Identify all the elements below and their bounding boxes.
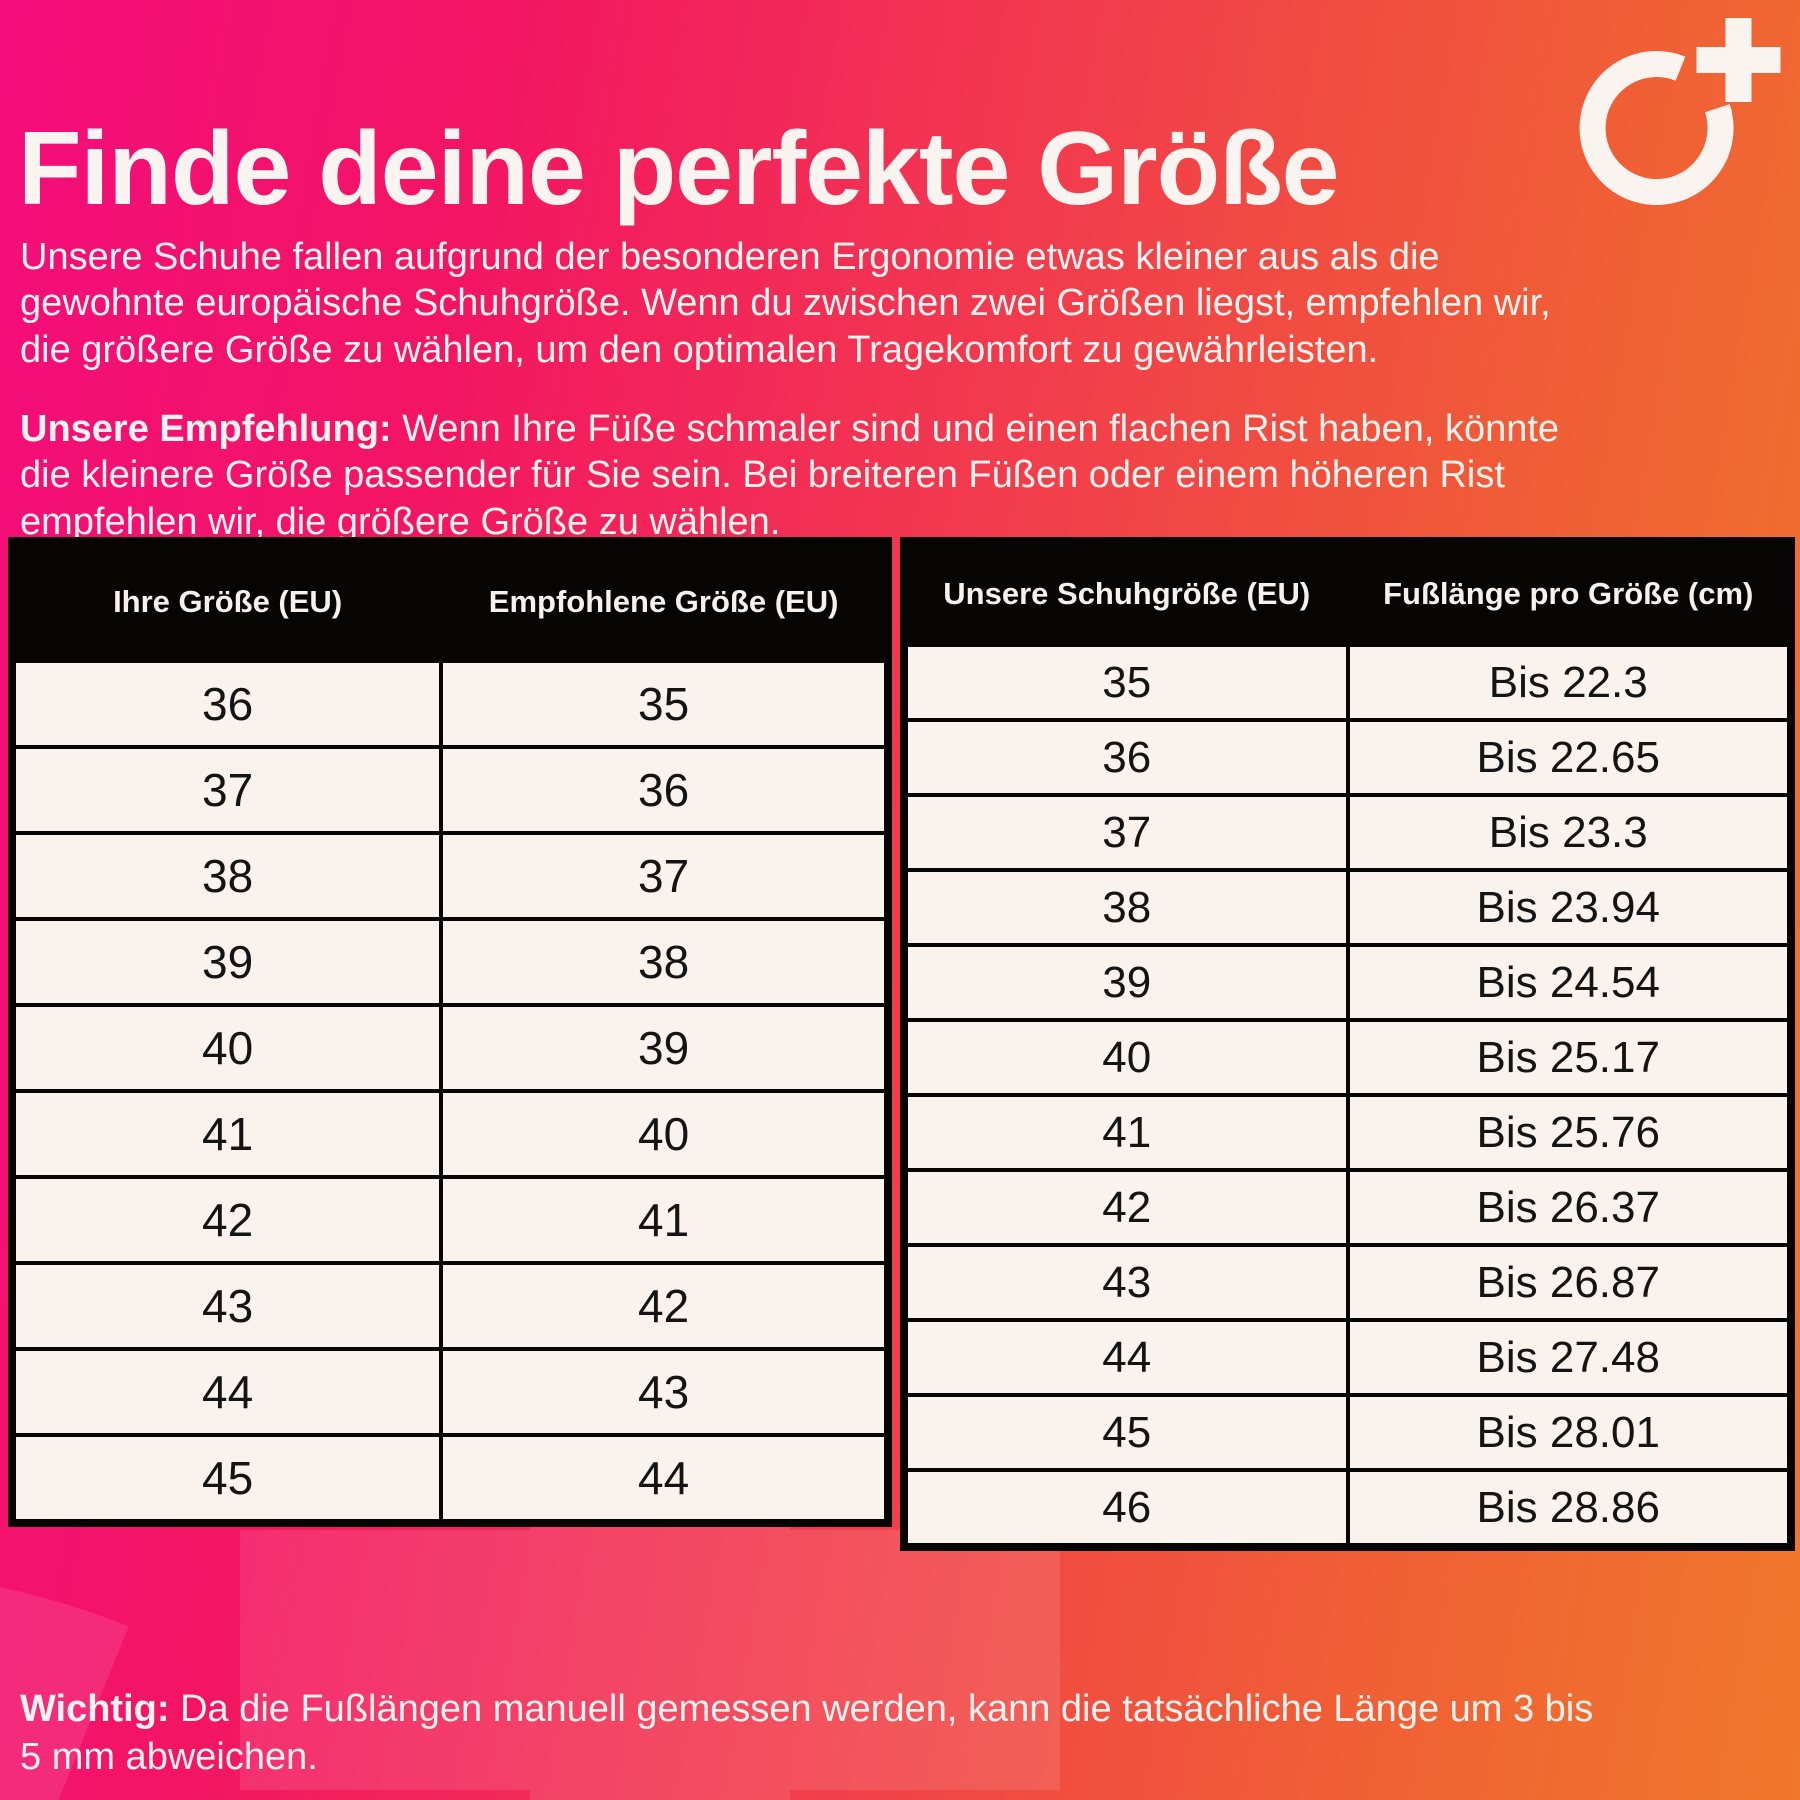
table-cell: 44 [439, 1433, 890, 1525]
table-cell: 43 [439, 1347, 890, 1437]
recommendation-label: Unsere Empfehlung: [20, 408, 392, 450]
table-cell: 45 [9, 1433, 444, 1525]
table-row: 37 36 [9, 745, 890, 835]
table-cell: 43 [902, 1243, 1350, 1322]
table-cell: 40 [9, 1003, 444, 1093]
table-row: 41 Bis 25.76 [902, 1093, 1793, 1172]
table-row: 43 Bis 26.87 [902, 1243, 1793, 1322]
table-header-row: Unsere Schuhgröße (EU) Fußlänge pro Größe… [902, 539, 1793, 647]
table-cell: Bis 26.37 [1345, 1168, 1793, 1247]
table-cell: Bis 22.3 [1345, 643, 1793, 722]
column-header: Unsere Schuhgröße (EU) [902, 539, 1350, 647]
table-row: 45 Bis 28.01 [902, 1393, 1793, 1472]
table-cell: Bis 25.76 [1345, 1093, 1793, 1172]
table-cell: 39 [439, 1003, 890, 1093]
table-cell: 39 [902, 943, 1350, 1022]
table-cell: 43 [9, 1261, 444, 1351]
table-cell: Bis 26.87 [1345, 1243, 1793, 1322]
table-row: 44 43 [9, 1347, 890, 1437]
table-cell: Bis 25.17 [1345, 1018, 1793, 1097]
table-row: 39 Bis 24.54 [902, 943, 1793, 1022]
table-cell: 42 [9, 1175, 444, 1265]
table-cell: 35 [439, 659, 890, 749]
table-cell: 36 [902, 718, 1350, 797]
table-cell: 38 [439, 917, 890, 1007]
table-header-row: Ihre Größe (EU) Empfohlene Größe (EU) [9, 539, 890, 663]
table-row: 44 Bis 27.48 [902, 1318, 1793, 1397]
size-conversion-table: Ihre Größe (EU) Empfohlene Größe (EU) 36 3… [8, 537, 892, 1527]
table-cell: Bis 27.48 [1345, 1318, 1793, 1397]
column-header: Fußlänge pro Größe (cm) [1345, 539, 1793, 647]
table-cell: 42 [902, 1168, 1350, 1247]
table-row: 42 41 [9, 1175, 890, 1265]
recommendation-paragraph: Unsere Empfehlung: Wenn Ihre Füße schmal… [20, 406, 1580, 545]
footer-note: Wichtig: Da die Fußlängen manuell gemess… [20, 1686, 1620, 1781]
table-cell: Bis 23.94 [1345, 868, 1793, 947]
table-cell: 37 [439, 831, 890, 921]
table-cell: 42 [439, 1261, 890, 1351]
table-row: 36 35 [9, 659, 890, 749]
column-header: Empfohlene Größe (EU) [439, 539, 890, 663]
table-row: 35 Bis 22.3 [902, 643, 1793, 722]
table-row: 38 Bis 23.94 [902, 868, 1793, 947]
table-row: 43 42 [9, 1261, 890, 1351]
table-cell: 37 [9, 745, 444, 835]
table-cell: Bis 22.65 [1345, 718, 1793, 797]
table-cell: 46 [902, 1468, 1350, 1549]
table-row: 45 44 [9, 1433, 890, 1525]
table-cell: 40 [902, 1018, 1350, 1097]
column-header: Ihre Größe (EU) [9, 539, 444, 663]
table-row: 40 Bis 25.17 [902, 1018, 1793, 1097]
table-cell: Bis 24.54 [1345, 943, 1793, 1022]
page-title: Finde deine perfekte Größe [18, 110, 1340, 227]
table-cell: 44 [9, 1347, 444, 1437]
footer-note-label: Wichtig: [20, 1688, 170, 1730]
table-row: 46 Bis 28.86 [902, 1468, 1793, 1549]
table-row: 38 37 [9, 831, 890, 921]
table-row: 41 40 [9, 1089, 890, 1179]
table-cell: 37 [902, 793, 1350, 872]
brand-logo-circle-plus-icon [1579, 18, 1781, 206]
intro-text: Unsere Schuhe fallen aufgrund der besond… [20, 236, 1551, 371]
table-row: 37 Bis 23.3 [902, 793, 1793, 872]
table-cell: Bis 23.3 [1345, 793, 1793, 872]
table-cell: 44 [902, 1318, 1350, 1397]
table-row: 36 Bis 22.65 [902, 718, 1793, 797]
table-row: 40 39 [9, 1003, 890, 1093]
foot-length-table: Unsere Schuhgröße (EU) Fußlänge pro Größe… [900, 537, 1795, 1551]
table-row: 42 Bis 26.37 [902, 1168, 1793, 1247]
table-cell: 35 [902, 643, 1350, 722]
intro-paragraph: Unsere Schuhe fallen aufgrund der besond… [20, 234, 1580, 373]
recommendation-text: Wenn Ihre Füße schmaler sind und einen f… [20, 408, 1560, 543]
table-cell: 38 [902, 868, 1350, 947]
table-cell: 39 [9, 917, 444, 1007]
table-cell: 36 [439, 745, 890, 835]
footer-note-text: Da die Fußlängen manuell gemessen werden… [20, 1688, 1594, 1778]
table-cell: 40 [439, 1089, 890, 1179]
table-cell: 45 [902, 1393, 1350, 1472]
table-cell: Bis 28.86 [1345, 1468, 1793, 1549]
table-cell: 41 [902, 1093, 1350, 1172]
table-cell: 36 [9, 659, 444, 749]
table-row: 39 38 [9, 917, 890, 1007]
table-cell: 41 [439, 1175, 890, 1265]
table-cell: 38 [9, 831, 444, 921]
table-cell: Bis 28.01 [1345, 1393, 1793, 1472]
table-cell: 41 [9, 1089, 444, 1179]
